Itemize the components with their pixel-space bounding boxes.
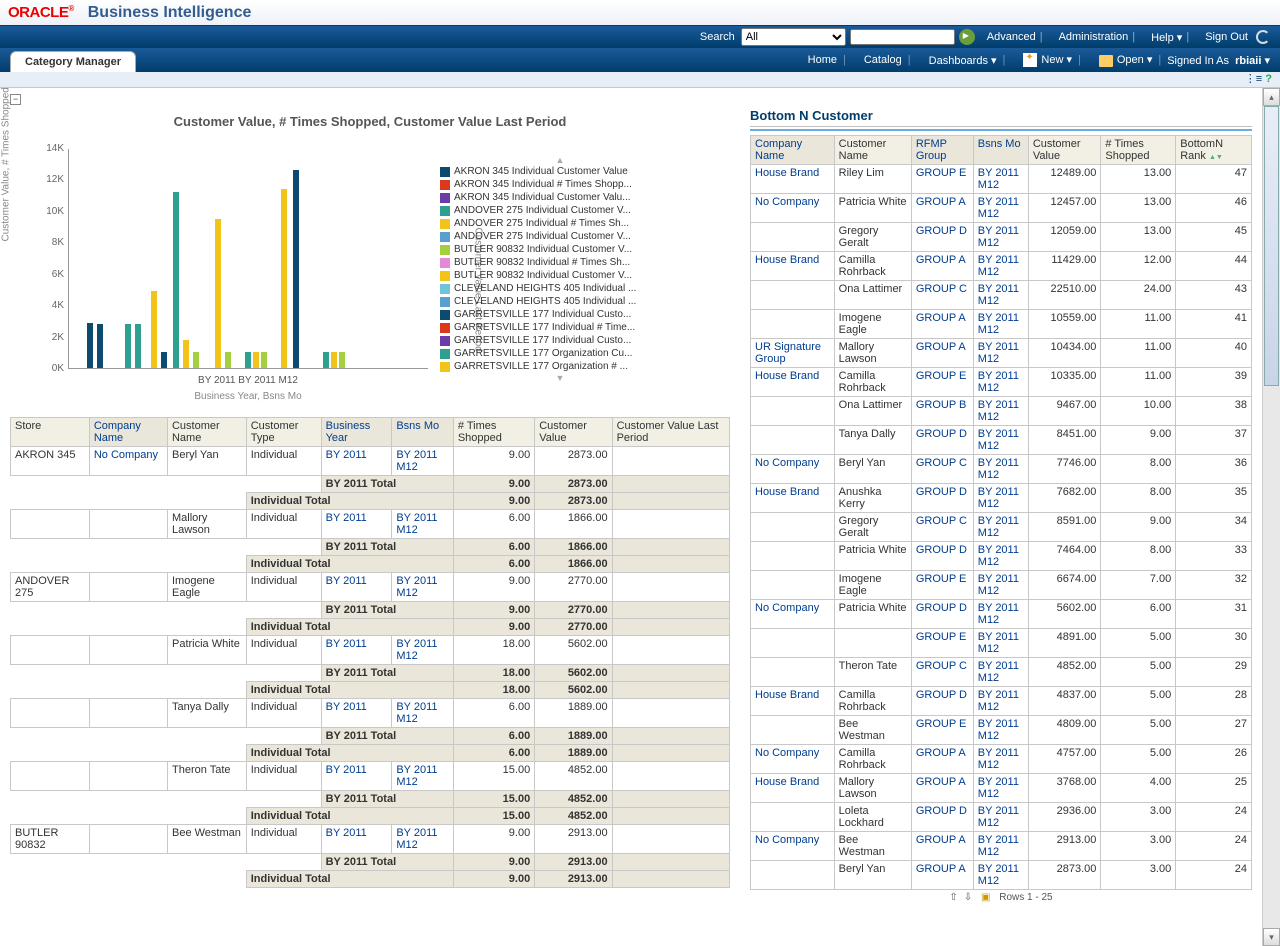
legend-item: BUTLER 90832 Individual Customer V... — [440, 243, 680, 256]
legend-item: GARRETSVILLE 177 Individual # Time... — [440, 321, 680, 334]
legend-item: CLEVELAND HEIGHTS 405 Individual ... — [440, 282, 680, 295]
advanced-link[interactable]: Advanced — [987, 31, 1036, 43]
nav-home[interactable]: Home — [808, 54, 837, 66]
legend-item: BUTLER 90832 Individual Customer V... — [440, 269, 680, 282]
bottomn-customer-table: Company NameCustomer NameRFMP GroupBsns … — [750, 135, 1252, 890]
help-icon[interactable]: ? — [1265, 73, 1272, 85]
legend-item: AKRON 345 Individual # Times Shopp... — [440, 178, 680, 191]
chart-bar — [293, 170, 299, 368]
nav-bar: Category Manager Home| Catalog| Dashboar… — [0, 48, 1280, 72]
page-toolbar: ⋮≡ ? — [0, 72, 1280, 88]
chart-bar — [135, 324, 141, 368]
chart-bar — [281, 189, 287, 368]
open-icon — [1099, 55, 1113, 67]
legend-up-icon[interactable]: ▲ — [440, 155, 680, 165]
y-axis-title: Customer Value, # Times Shopped — [1, 88, 12, 242]
nav-new[interactable]: New ▾ — [1023, 53, 1072, 67]
nav-dashboards[interactable]: Dashboards ▾ — [929, 54, 997, 67]
tab-category-manager[interactable]: Category Manager — [10, 51, 136, 72]
legend-item: GARRETSVILLE 177 Individual Custo... — [440, 308, 680, 321]
legend-item: BUTLER 90832 Individual # Times Sh... — [440, 256, 680, 269]
chart-bar — [245, 352, 251, 368]
search-input[interactable] — [850, 29, 955, 45]
collapse-toggle[interactable]: − — [10, 94, 21, 105]
options-icon[interactable]: ⋮≡ — [1245, 73, 1262, 85]
chart-bar — [215, 219, 221, 368]
brand-bar: ORACLE® Business Intelligence — [0, 0, 1280, 26]
chart-bar — [125, 324, 131, 368]
global-header: Search All Advanced| Administration| Hel… — [0, 26, 1280, 48]
signed-in-label: Signed In As rbiaii ▾ — [1167, 54, 1270, 67]
chart-bar — [339, 352, 345, 368]
legend-item: GARRETSVILLE 177 Organization # ... — [440, 360, 680, 373]
pager-up-icon: ⇧ — [949, 892, 957, 903]
legend-item: GARRETSVILLE 177 Organization Cu... — [440, 347, 680, 360]
chart-bar — [261, 352, 267, 368]
chart-bar — [87, 323, 93, 368]
chart-bar — [183, 340, 189, 368]
nav-open[interactable]: Open ▾ — [1099, 53, 1153, 66]
chart-bar — [173, 192, 179, 368]
section-title-bottomn: Bottom N Customer — [750, 108, 1252, 127]
app-title: Business Intelligence — [88, 4, 252, 22]
dashboard-body: − Customer Value, # Times Shopped, Custo… — [0, 88, 1262, 946]
vendor-logo: ORACLE® — [8, 4, 74, 21]
legend-item: CLEVELAND HEIGHTS 405 Individual ... — [440, 295, 680, 308]
search-scope-select[interactable]: All — [741, 28, 846, 46]
bar-chart: Customer Value, # Times Shopped Customer… — [10, 141, 440, 411]
help-link[interactable]: Help ▾ — [1151, 31, 1182, 44]
signout-link[interactable]: Sign Out — [1205, 31, 1248, 43]
legend-down-icon[interactable]: ▼ — [440, 373, 680, 383]
x-axis-label: BY 2011 BY 2011 M12 — [68, 375, 428, 386]
chart-bar — [323, 352, 329, 368]
chart-title: Customer Value, # Times Shopped, Custome… — [10, 114, 730, 129]
new-icon — [1023, 53, 1037, 67]
busy-icon — [1256, 30, 1270, 44]
pager[interactable]: ⇧⇩ ▣ Rows 1 - 25 — [750, 892, 1252, 903]
chart-bar — [97, 324, 103, 368]
legend-item: ANDOVER 275 Individual Customer V... — [440, 230, 680, 243]
chart-bar — [193, 352, 199, 368]
x-axis-sublabel: Business Year, Bsns Mo — [68, 391, 428, 402]
pager-down-icon: ⇩ — [964, 892, 972, 903]
search-go-icon[interactable] — [959, 29, 975, 45]
pager-page-icon: ▣ — [981, 892, 990, 903]
scroll-thumb[interactable] — [1264, 106, 1279, 386]
scroll-up-icon[interactable]: ▴ — [1263, 88, 1280, 106]
vertical-scrollbar[interactable]: ▴ ▾ — [1262, 88, 1280, 946]
admin-link[interactable]: Administration — [1059, 31, 1129, 43]
customer-detail-table: StoreCompany NameCustomer NameCustomer T… — [10, 417, 730, 888]
nav-catalog[interactable]: Catalog — [864, 54, 902, 66]
chart-bar — [151, 291, 157, 368]
legend-item: AKRON 345 Individual Customer Valu... — [440, 191, 680, 204]
legend-item: GARRETSVILLE 177 Individual Custo... — [440, 334, 680, 347]
chart-legend: ▲ AKRON 345 Individual Customer ValueAKR… — [440, 141, 680, 411]
chart-bar — [161, 352, 167, 368]
legend-item: AKRON 345 Individual Customer Value — [440, 165, 680, 178]
chart-bar — [253, 352, 259, 368]
legend-item: ANDOVER 275 Individual Customer V... — [440, 204, 680, 217]
chart-bar — [331, 352, 337, 368]
scroll-down-icon[interactable]: ▾ — [1263, 928, 1280, 946]
legend-item: ANDOVER 275 Individual # Times Sh... — [440, 217, 680, 230]
chart-bar — [225, 352, 231, 368]
search-label: Search — [700, 31, 735, 43]
